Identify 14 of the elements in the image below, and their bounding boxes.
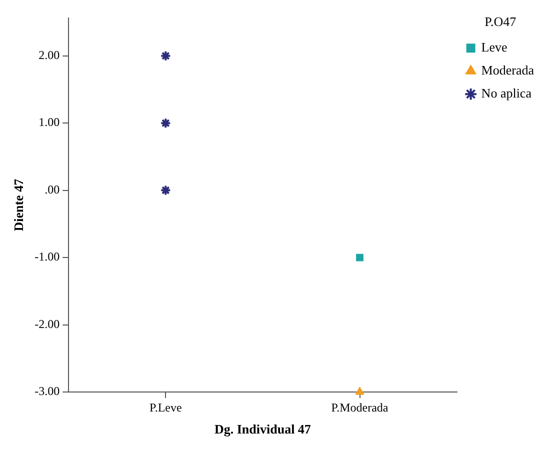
legend-title: P.O47	[484, 14, 517, 29]
legend-label: Moderada	[481, 62, 534, 78]
y-tick-label: -1.00	[34, 250, 60, 264]
legend-label: No aplica	[481, 86, 532, 101]
x-tick-label: P.Leve	[149, 400, 182, 414]
y-tick-label: -2.00	[34, 316, 60, 331]
x-tick-label: P.Moderada	[331, 400, 389, 414]
x-axis-title: Dg. Individual 47	[214, 422, 312, 437]
y-tick-label: 2.00	[38, 48, 60, 62]
y-tick-label: 1.00	[38, 115, 60, 130]
y-axis-title: Diente 47	[11, 178, 26, 232]
legend-label: Leve	[481, 40, 508, 55]
y-tick-label: -3.00	[34, 384, 60, 398]
y-tick-label: .00	[44, 182, 60, 196]
